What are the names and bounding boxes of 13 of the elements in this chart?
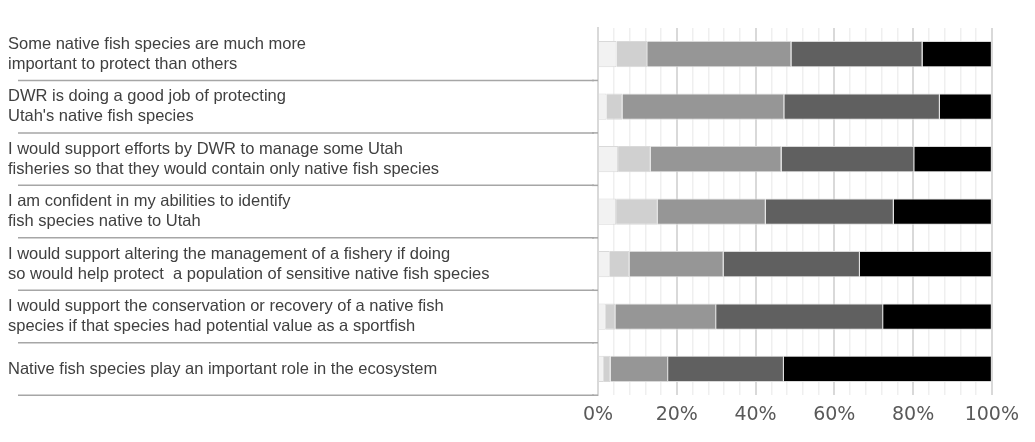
- x-tick-label: 100%: [964, 401, 1019, 424]
- x-tick-label: 0%: [582, 401, 614, 424]
- y-tick-label: I would support altering the management of a fishery if doing so would help protect a population of sensitive native fish species: [8, 243, 490, 282]
- x-tick-label: 40%: [734, 401, 777, 424]
- y-tick-label: DWR is doing a good job of protecting Utah's native fish species: [8, 86, 286, 125]
- x-tick-label: 80%: [891, 401, 935, 424]
- y-tick-label: I am confident in my abilities to identify fish species native to Utah: [8, 191, 292, 230]
- x-tick-label: 60%: [813, 401, 856, 424]
- y-tick-label: Some native fish species are much more important to protect than others: [8, 33, 307, 72]
- y-tick-label: I would support efforts by DWR to manage some Utah fisheries so that they would contain only native fish species: [8, 138, 440, 177]
- y-tick-label: I would support the conservation or recovery of a native fish species if that species had potential value as a sportfish: [8, 296, 444, 334]
- y-tick-label: Native fish species play an important role in the ecosystem: [8, 358, 438, 377]
- x-tick-label: 20%: [655, 401, 698, 424]
